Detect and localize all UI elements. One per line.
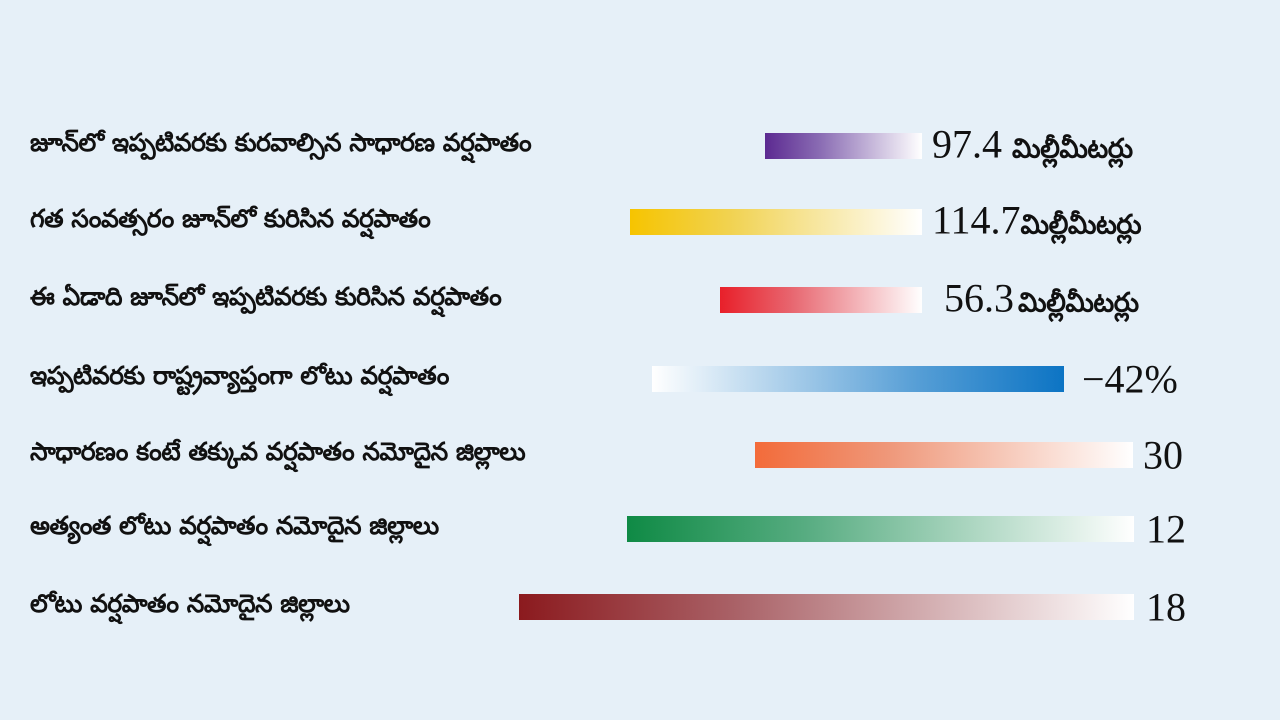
row-label: ఈ ఏడాది జూన్‌లో ఇప్పటివరకు కురిసిన వర్షప… (30, 282, 502, 311)
row-value: −42% (1082, 356, 1188, 403)
row-below-normal-districts: సాధారణం కంటే తక్కువ వర్షపాతం నమోదైన జిల్… (0, 425, 1280, 485)
row-severe-deficit-districts: అత్యంత లోటు వర్షపాతం నమోదైన జిల్లాలు 12 (0, 499, 1280, 559)
row-label: అత్యంత లోటు వర్షపాతం నమోదైన జిల్లాలు (30, 511, 439, 540)
color-bar-orange (755, 442, 1133, 468)
value-unit: మిల్లీమీటర్లు (1012, 133, 1133, 165)
value-number: 12 (1146, 506, 1186, 552)
color-bar-purple (765, 133, 922, 159)
row-value: 114.7మిల్లీమీటర్లు (932, 197, 1142, 248)
row-state-deficit: ఇప్పటివరకు రాష్ట్రవ్యాప్తంగా లోటు వర్షపా… (0, 349, 1280, 409)
row-label: లోటు వర్షపాతం నమోదైన జిల్లాలు (30, 589, 350, 618)
value-number: 114.7 (932, 197, 1021, 243)
row-label: సాధారణం కంటే తక్కువ వర్షపాతం నమోదైన జిల్… (30, 437, 526, 466)
color-bar-red (720, 287, 922, 313)
row-label: ఇప్పటివరకు రాష్ట్రవ్యాప్తంగా లోటు వర్షపా… (30, 361, 449, 390)
row-label: జూన్‌లో ఇప్పటివరకు కురవాల్సిన సాధారణ వర్… (30, 128, 532, 157)
color-bar-blue (652, 366, 1064, 392)
color-bar-yellow (630, 209, 922, 235)
value-unit: మిల్లీమీటర్లు (1020, 209, 1142, 241)
color-bar-green (627, 516, 1134, 542)
row-value: 30 (1143, 432, 1193, 479)
row-value: 97.4 మిల్లీమీటర్లు (932, 121, 1133, 172)
value-number: 18 (1146, 584, 1186, 630)
row-this-year-june-rainfall: ఈ ఏడాది జూన్‌లో ఇప్పటివరకు కురిసిన వర్షప… (0, 270, 1280, 330)
row-last-year-june-rainfall: గత సంవత్సరం జూన్‌లో కురిసిన వర్షపాతం 114… (0, 192, 1280, 252)
color-bar-maroon (519, 594, 1134, 620)
row-value: 18 (1146, 584, 1196, 631)
row-normal-june-rainfall: జూన్‌లో ఇప్పటివరకు కురవాల్సిన సాధారణ వర్… (0, 116, 1280, 176)
value-unit: మిల్లీమీటర్లు (1018, 287, 1139, 319)
value-number: 30 (1143, 432, 1183, 478)
value-number: 97.4 (932, 121, 1002, 167)
value-number: 56.3 (944, 275, 1014, 321)
row-value: 12 (1146, 506, 1196, 553)
row-value: 56.3 మిల్లీమీటర్లు (944, 275, 1139, 326)
row-deficit-districts: లోటు వర్షపాతం నమోదైన జిల్లాలు 18 (0, 577, 1280, 637)
value-number: −42% (1082, 356, 1178, 402)
row-label: గత సంవత్సరం జూన్‌లో కురిసిన వర్షపాతం (30, 204, 431, 233)
